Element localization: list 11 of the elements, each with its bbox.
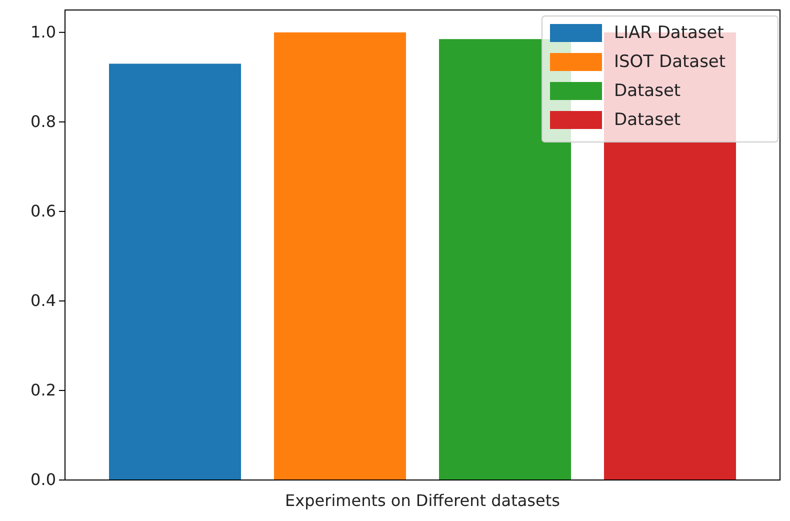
legend-label: LIAR Dataset [614, 23, 724, 43]
legend-label: ISOT Dataset [614, 52, 726, 72]
legend-label: Dataset [614, 81, 681, 101]
y-tick-label: 0.0 [30, 470, 56, 490]
x-axis-title: Experiments on Different datasets [285, 491, 560, 510]
y-tick-label: 0.2 [30, 380, 56, 400]
y-tick-label: 0.4 [30, 291, 56, 310]
legend-label: Dataset [614, 110, 681, 130]
y-tick-label: 0.8 [30, 112, 56, 132]
y-tick-label: 0.6 [30, 202, 56, 221]
y-tick-label: 1.0 [30, 22, 56, 42]
